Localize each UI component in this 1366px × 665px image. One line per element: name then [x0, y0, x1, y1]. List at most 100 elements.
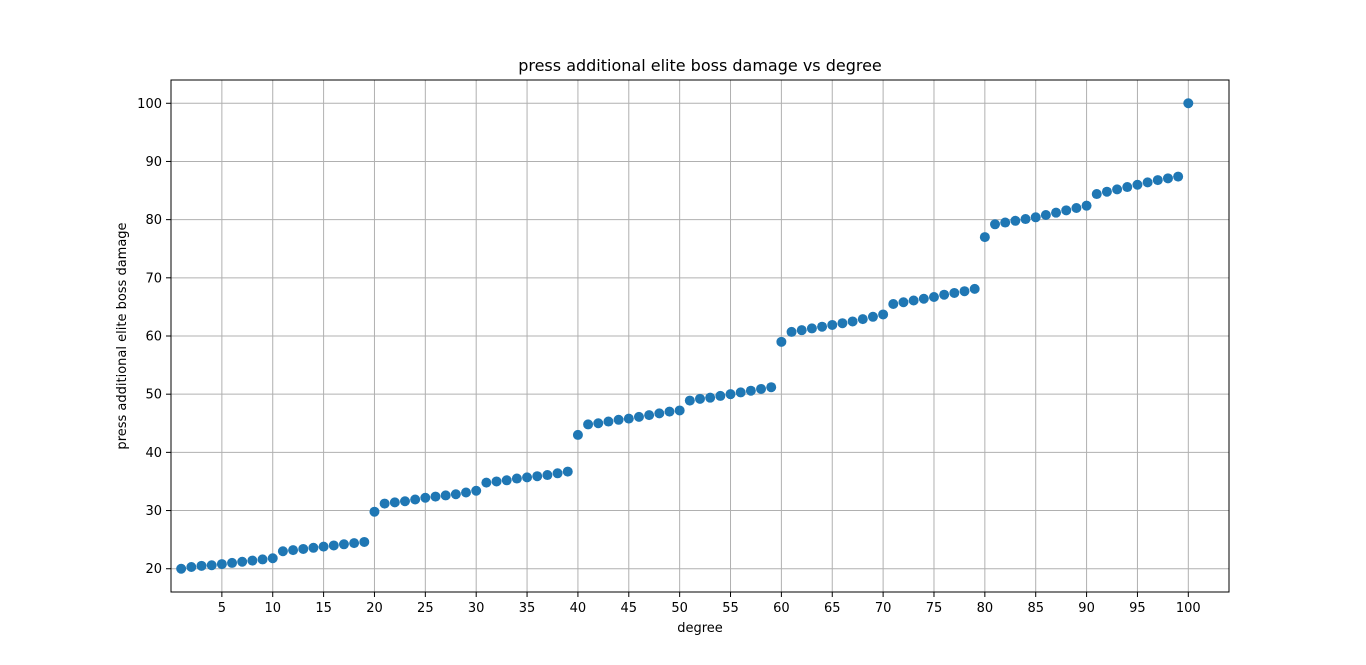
data-point	[257, 554, 268, 565]
data-point	[430, 491, 441, 502]
data-point	[1020, 214, 1031, 225]
data-point	[1132, 179, 1143, 190]
x-tick-label: 5	[218, 601, 226, 616]
data-point	[918, 293, 929, 304]
data-point	[1030, 212, 1041, 223]
x-tick-label: 40	[570, 601, 587, 616]
x-tick-label: 35	[519, 601, 536, 616]
data-point	[745, 385, 756, 396]
data-point	[654, 408, 665, 419]
data-point	[288, 545, 299, 556]
x-tick-label: 75	[926, 601, 943, 616]
data-point	[511, 473, 522, 484]
data-point	[369, 506, 380, 517]
data-point	[827, 319, 838, 330]
grid-lines	[171, 80, 1229, 592]
x-tick-label: 25	[417, 601, 434, 616]
data-point	[613, 414, 624, 425]
data-point	[908, 295, 919, 306]
data-point	[1152, 175, 1163, 186]
data-point	[481, 477, 492, 488]
data-point	[552, 468, 563, 479]
x-tick-label: 90	[1078, 601, 1095, 616]
data-point	[450, 489, 461, 500]
data-point	[471, 485, 482, 496]
data-point	[399, 496, 410, 507]
data-point	[776, 336, 787, 347]
y-axis-label: press additional elite boss damage	[115, 222, 130, 449]
data-point	[644, 410, 655, 421]
data-point	[267, 553, 278, 564]
data-point	[695, 393, 705, 404]
data-point	[888, 299, 899, 309]
y-tick-label: 20	[145, 562, 162, 577]
data-point	[440, 490, 451, 501]
data-point	[1091, 189, 1102, 200]
data-point	[990, 219, 1001, 230]
x-tick-label: 10	[264, 601, 281, 616]
data-point	[318, 541, 329, 552]
data-point	[572, 429, 583, 440]
data-point	[898, 297, 909, 308]
data-point	[1061, 205, 1072, 216]
data-point	[766, 382, 777, 393]
x-tick-label: 50	[671, 601, 688, 616]
y-axis-ticks: 20 30 40 50 60 70 80 90 100	[137, 97, 171, 577]
x-tick-label: 85	[1027, 601, 1044, 616]
x-tick-label: 45	[621, 601, 638, 616]
data-point	[277, 546, 288, 557]
x-tick-label: 55	[722, 601, 739, 616]
data-point	[328, 540, 339, 551]
data-point	[227, 557, 238, 568]
data-point	[583, 419, 594, 430]
data-point	[786, 326, 797, 337]
data-point	[359, 536, 370, 547]
data-point	[532, 471, 543, 482]
data-point	[522, 472, 533, 483]
data-points	[176, 98, 1194, 574]
data-point	[603, 416, 614, 427]
data-point	[867, 311, 878, 322]
data-point	[1040, 209, 1051, 220]
data-point	[1183, 98, 1194, 109]
data-point	[186, 561, 197, 572]
data-point	[562, 466, 573, 477]
data-point	[939, 289, 950, 300]
data-point	[1000, 217, 1011, 228]
data-point	[837, 318, 848, 329]
data-point	[349, 538, 360, 549]
data-point	[796, 325, 807, 336]
data-point	[664, 406, 675, 417]
data-point	[1081, 200, 1092, 211]
data-point	[247, 555, 258, 566]
y-tick-label: 90	[145, 155, 162, 170]
data-point	[735, 387, 746, 398]
y-tick-label: 30	[145, 504, 162, 519]
data-point	[1112, 184, 1123, 195]
y-tick-label: 40	[145, 446, 162, 461]
data-point	[542, 470, 553, 481]
data-point	[461, 487, 472, 498]
data-point	[949, 287, 960, 298]
x-axis-label: degree	[677, 621, 723, 636]
x-tick-label: 20	[366, 601, 383, 616]
data-point	[684, 395, 695, 406]
x-tick-label: 70	[875, 601, 892, 616]
y-tick-label: 50	[145, 388, 162, 403]
x-tick-label: 100	[1176, 601, 1201, 616]
data-point	[1101, 186, 1112, 197]
data-point	[176, 563, 187, 574]
data-point	[847, 316, 858, 327]
data-point	[1071, 203, 1082, 213]
y-tick-label: 60	[145, 330, 162, 345]
x-tick-label: 65	[824, 601, 841, 616]
x-tick-label: 15	[315, 601, 332, 616]
data-point	[705, 392, 716, 403]
data-point	[928, 292, 939, 303]
data-point	[959, 286, 970, 297]
data-point	[338, 539, 349, 550]
data-point	[1142, 177, 1153, 188]
data-point	[969, 283, 980, 294]
data-point	[216, 559, 227, 570]
